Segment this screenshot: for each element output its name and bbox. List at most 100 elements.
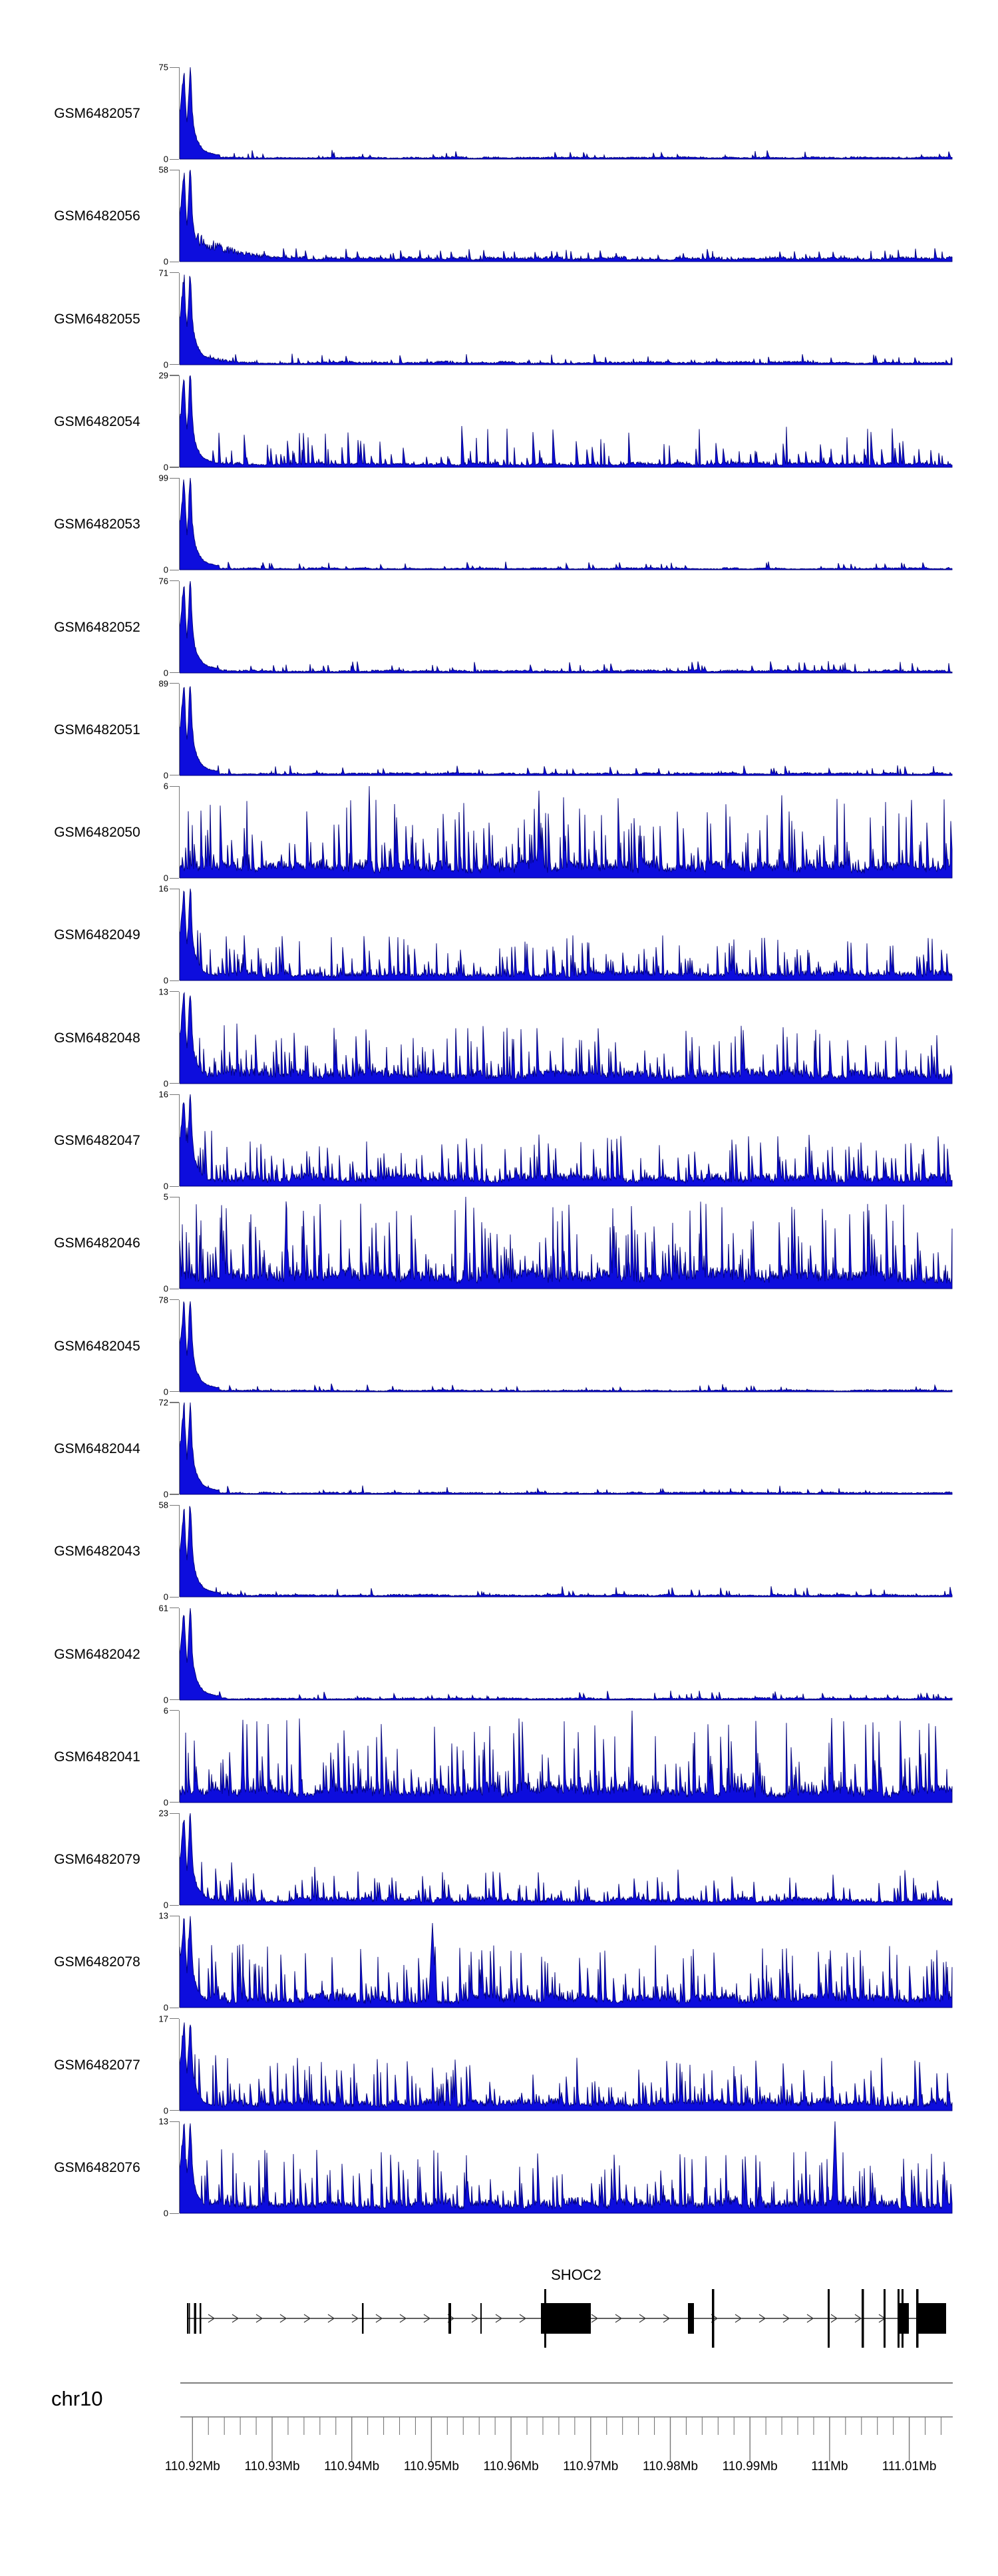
track-scale-zero: 0 <box>163 1592 168 1602</box>
coverage-area <box>180 2022 953 2111</box>
coverage-track: GSM6482044 72 0 <box>0 1397 998 1500</box>
track-axis-top-tick <box>170 785 179 787</box>
track-y-axis-line <box>178 67 180 159</box>
coverage-track: GSM6482078 13 0 <box>0 1911 998 2013</box>
coverage-track: GSM6482077 17 0 <box>0 2014 998 2115</box>
coverage-histogram <box>180 1916 953 2008</box>
coverage-area <box>180 786 953 879</box>
track-axis-zero-tick <box>170 2110 179 2111</box>
track-sample-label: GSM6482041 <box>54 1749 140 1765</box>
gene-model-track <box>187 2289 946 2348</box>
strand-arrow-icon <box>232 2314 240 2323</box>
gene-exon-cds <box>916 2303 946 2334</box>
track-sample-label: GSM6482054 <box>54 413 140 429</box>
track-axis-top-tick <box>170 67 179 68</box>
track-scale-max: 71 <box>158 268 168 278</box>
coverage-area <box>180 1608 953 1700</box>
coverage-area <box>180 2121 953 2214</box>
strand-arrow-icon <box>639 2314 647 2323</box>
track-scale-zero: 0 <box>163 1489 168 1500</box>
track-scale-max: 78 <box>158 1295 168 1305</box>
axis-coordinate-label: 110.98Mb <box>642 2460 699 2473</box>
gene-exon <box>448 2303 451 2334</box>
strand-arrow-icon <box>303 2314 311 2323</box>
coverage-area <box>180 1813 953 1906</box>
track-sample-label: GSM6482047 <box>54 1133 140 1148</box>
gene-exon <box>187 2303 188 2334</box>
track-scale-zero: 0 <box>163 154 168 164</box>
track-scale-zero: 0 <box>163 770 168 781</box>
track-scale-zero: 0 <box>163 2208 168 2219</box>
coverage-histogram <box>180 1197 953 1289</box>
track-scale-max: 5 <box>163 1191 168 1202</box>
track-axis-top-tick <box>170 477 179 479</box>
gene-name-label: SHOC2 <box>551 2266 601 2283</box>
track-axis-zero-tick <box>170 1802 179 1803</box>
strand-arrow-icon <box>327 2314 335 2323</box>
coverage-area <box>180 274 953 365</box>
track-y-axis-line <box>178 375 180 467</box>
track-scale-zero: 0 <box>163 668 168 678</box>
coverage-area <box>180 1094 953 1187</box>
strand-arrow-icon <box>375 2314 383 2323</box>
track-scale-max: 58 <box>158 1500 168 1510</box>
track-sample-label: GSM6482043 <box>54 1544 140 1560</box>
genome-axis-track <box>180 2382 953 2462</box>
gene-exon-tall <box>884 2289 886 2348</box>
strand-arrow-icon <box>735 2314 743 2323</box>
gene-exon-cds <box>688 2303 694 2334</box>
coverage-histogram <box>180 1094 953 1187</box>
axis-coordinate-label: 110.93Mb <box>244 2460 300 2473</box>
coverage-histogram <box>180 1301 953 1393</box>
coverage-track: GSM6482053 99 0 <box>0 473 998 575</box>
track-scale-max: 99 <box>158 473 168 483</box>
track-scale-max: 16 <box>158 1089 168 1100</box>
gene-exon-tall <box>862 2289 864 2348</box>
coverage-track: GSM6482046 5 0 <box>0 1192 998 1294</box>
coverage-track: GSM6482057 75 0 <box>0 63 998 164</box>
coverage-area <box>180 1402 953 1495</box>
track-axis-zero-tick <box>170 2213 179 2214</box>
track-sample-label: GSM6482045 <box>54 1338 140 1354</box>
axis-coordinate-label: 111Mb <box>811 2460 848 2473</box>
axis-coordinate-label: 110.96Mb <box>483 2460 539 2473</box>
track-sample-label: GSM6482053 <box>54 517 140 533</box>
axis-coordinate-label: 111.01Mb <box>882 2460 937 2473</box>
coverage-histogram <box>180 274 953 365</box>
track-scale-zero: 0 <box>163 256 168 267</box>
coverage-track: GSM6482049 16 0 <box>0 884 998 986</box>
strand-arrow-icon <box>351 2314 359 2323</box>
track-axis-zero-tick <box>170 1185 179 1187</box>
track-scale-max: 16 <box>158 883 168 894</box>
track-scale-zero: 0 <box>163 1283 168 1294</box>
track-scale-max: 72 <box>158 1397 168 1408</box>
strand-arrow-icon <box>255 2314 263 2323</box>
coverage-area <box>180 889 953 981</box>
coverage-area <box>180 67 953 160</box>
track-axis-zero-tick <box>170 672 179 674</box>
coverage-histogram <box>180 889 953 981</box>
track-scale-zero: 0 <box>163 2002 168 2013</box>
track-sample-label: GSM6482057 <box>54 106 140 121</box>
track-sample-label: GSM6482044 <box>54 1440 140 1456</box>
track-axis-top-tick <box>170 683 179 684</box>
coverage-area <box>180 686 953 776</box>
gene-exon <box>194 2303 196 2334</box>
track-scale-max: 61 <box>158 1603 168 1613</box>
track-scale-max: 17 <box>158 2014 168 2024</box>
gene-exon <box>188 2303 190 2334</box>
track-axis-top-tick <box>170 2121 179 2122</box>
coverage-histogram <box>180 170 953 262</box>
track-y-axis-line <box>178 478 180 570</box>
coverage-histogram <box>180 2022 953 2111</box>
track-y-axis-line <box>178 1505 180 1598</box>
track-y-axis-line <box>178 2121 180 2213</box>
chromosome-label: chr10 <box>51 2387 103 2410</box>
track-sample-label: GSM6482052 <box>54 619 140 635</box>
track-axis-top-tick <box>170 580 179 582</box>
coverage-track: GSM6482054 29 0 <box>0 370 998 472</box>
track-y-axis-line <box>178 170 180 262</box>
coverage-histogram <box>180 991 953 1084</box>
axis-coordinate-label: 110.92Mb <box>164 2460 220 2473</box>
axis-coordinate-label: 110.94Mb <box>324 2460 380 2473</box>
